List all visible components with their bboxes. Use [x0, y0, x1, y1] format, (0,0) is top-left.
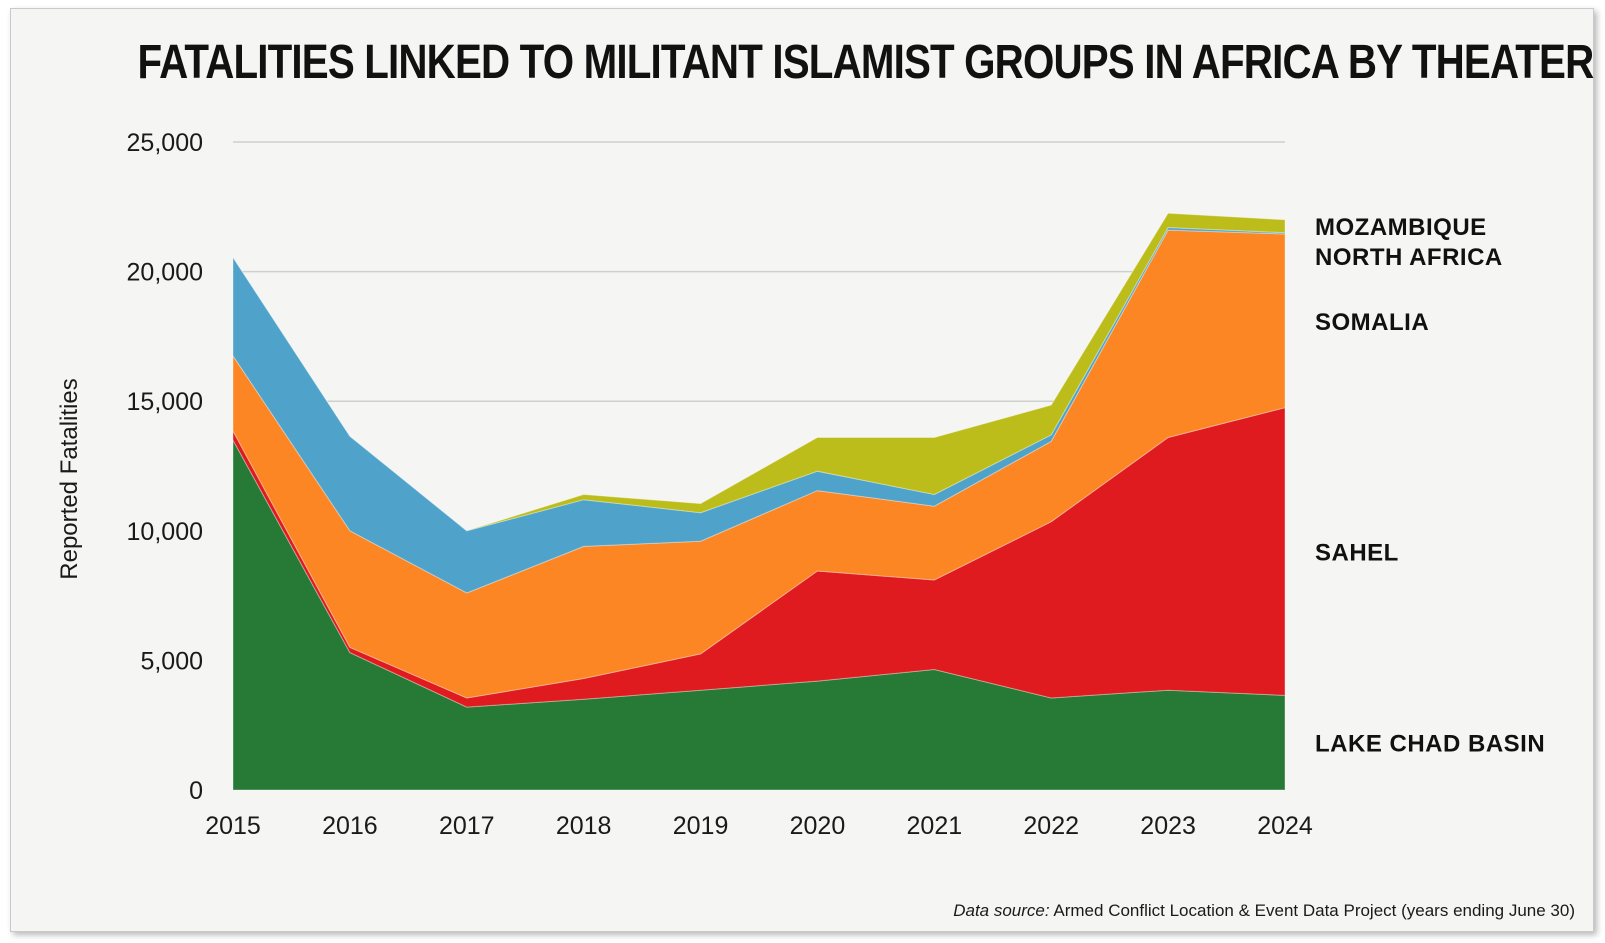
x-tick-label: 2019	[673, 812, 729, 840]
x-tick-label: 2020	[790, 812, 846, 840]
y-tick-label: 25,000	[127, 129, 203, 157]
series-area-somalia	[232, 229, 1286, 699]
chart-title: FATALITIES LINKED TO MILITANT ISLAMIST G…	[137, 36, 1595, 89]
y-axis-label: Reported Fatalities	[56, 378, 83, 579]
x-axis-ticks: 2015 2016 2017 2018 2019 2020 2021 2022 2023 2024	[205, 812, 1313, 840]
x-tick-label: 2022	[1023, 812, 1079, 840]
series-label: MOZAMBIQUE	[1315, 214, 1487, 241]
x-tick-label: 2021	[907, 812, 963, 840]
series-area-lake-chad-basin	[232, 439, 1286, 791]
series-area-mozambique	[232, 212, 1286, 532]
x-tick-label: 2018	[556, 812, 612, 840]
chart-frame: FATALITIES LINKED TO MILITANT ISLAMIST G…	[10, 8, 1594, 932]
y-tick-label: 10,000	[127, 518, 203, 546]
series-labels: LAKE CHAD BASIN SAHEL SOMALIA NORTH AFRICA M…	[1315, 214, 1545, 757]
x-tick-label: 2017	[439, 812, 495, 840]
series-areas	[232, 212, 1286, 791]
data-source-note: Data source: Armed Conflict Location & E…	[953, 901, 1575, 921]
x-tick-label: 2016	[322, 812, 378, 840]
y-tick-label: 20,000	[127, 259, 203, 287]
y-tick-label: 5,000	[140, 647, 203, 675]
data-source-prefix: Data source:	[953, 901, 1050, 920]
series-label: SAHEL	[1315, 540, 1399, 567]
series-label: LAKE CHAD BASIN	[1315, 731, 1545, 758]
x-tick-label: 2023	[1140, 812, 1196, 840]
series-label: NORTH AFRICA	[1315, 244, 1503, 271]
series-label: SOMALIA	[1315, 309, 1429, 336]
y-axis-ticks: 0 5,000 10,000 15,000 20,000 25,000	[127, 129, 203, 805]
x-tick-label: 2015	[205, 812, 261, 840]
x-tick-label: 2024	[1257, 812, 1313, 840]
data-source-text: Armed Conflict Location & Event Data Pro…	[1049, 901, 1575, 920]
y-tick-label: 15,000	[127, 388, 203, 416]
y-tick-label: 0	[189, 777, 203, 805]
